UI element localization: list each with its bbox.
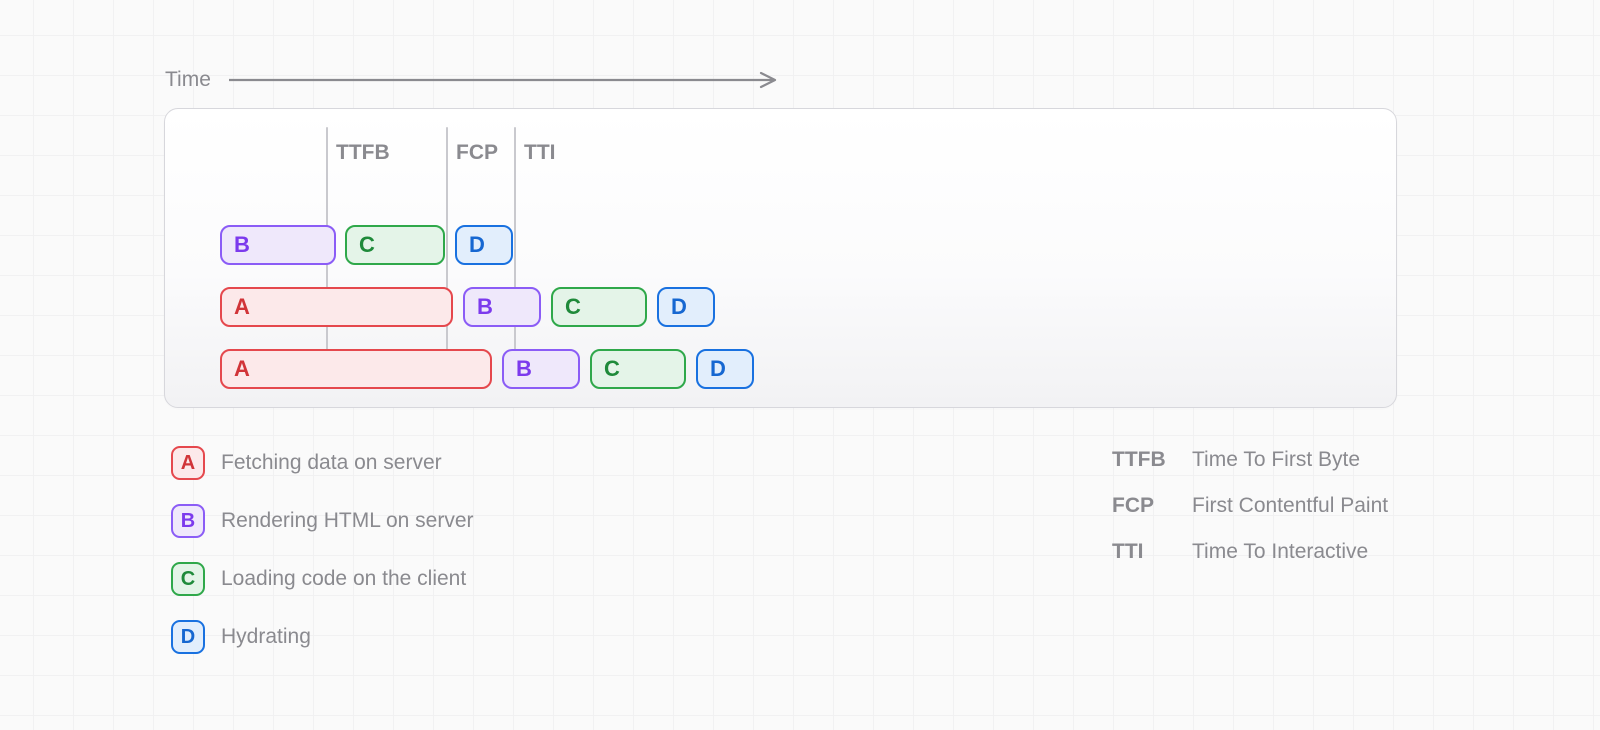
phase-legend-text: Fetching data on server (221, 451, 442, 475)
marker-label-fcp: FCP (456, 141, 498, 165)
segment-phase-b: B (463, 287, 541, 327)
segment-phase-a: A (220, 287, 453, 327)
phase-legend-item: D Hydrating (171, 620, 474, 654)
segment-phase-d: D (696, 349, 754, 389)
time-axis-arrow-icon (229, 70, 789, 90)
phase-legend: A Fetching data on server B Rendering HTML … (171, 446, 474, 654)
timeline-row: ABCD (165, 287, 1396, 327)
segment-phase-c: C (345, 225, 445, 265)
phase-legend-text: Rendering HTML on server (221, 509, 474, 533)
acronym-long: Time To Interactive (1192, 540, 1368, 564)
acronym-short: TTFB (1112, 448, 1170, 472)
timeline-row: ABCD (165, 349, 1396, 389)
phase-legend-item: B Rendering HTML on server (171, 504, 474, 538)
segment-phase-c: C (551, 287, 647, 327)
time-axis-header: Time (165, 68, 789, 92)
segment-phase-a: A (220, 349, 492, 389)
marker-label-tti: TTI (524, 141, 556, 165)
acronym-long: Time To First Byte (1192, 448, 1360, 472)
acronym-legend: TTFB Time To First Byte FCP First Contentfu… (1112, 448, 1388, 564)
segment-phase-b: B (502, 349, 580, 389)
timeline-panel: TTFBFCPTTIBCDABCDABCD (164, 108, 1397, 408)
acronym-legend-item: TTFB Time To First Byte (1112, 448, 1388, 472)
phase-pill-d: D (171, 620, 205, 654)
phase-legend-text: Loading code on the client (221, 567, 466, 591)
acronym-short: FCP (1112, 494, 1170, 518)
segment-phase-c: C (590, 349, 686, 389)
timeline-row: BCD (165, 225, 1396, 265)
acronym-long: First Contentful Paint (1192, 494, 1388, 518)
phase-legend-item: A Fetching data on server (171, 446, 474, 480)
acronym-short: TTI (1112, 540, 1170, 564)
marker-label-ttfb: TTFB (336, 141, 390, 165)
phase-legend-item: C Loading code on the client (171, 562, 474, 596)
time-axis-label: Time (165, 68, 211, 92)
phase-pill-b: B (171, 504, 205, 538)
segment-phase-d: D (455, 225, 513, 265)
phase-legend-text: Hydrating (221, 625, 311, 649)
segment-phase-d: D (657, 287, 715, 327)
acronym-legend-item: TTI Time To Interactive (1112, 540, 1388, 564)
acronym-legend-item: FCP First Contentful Paint (1112, 494, 1388, 518)
phase-pill-a: A (171, 446, 205, 480)
phase-pill-c: C (171, 562, 205, 596)
segment-phase-b: B (220, 225, 336, 265)
